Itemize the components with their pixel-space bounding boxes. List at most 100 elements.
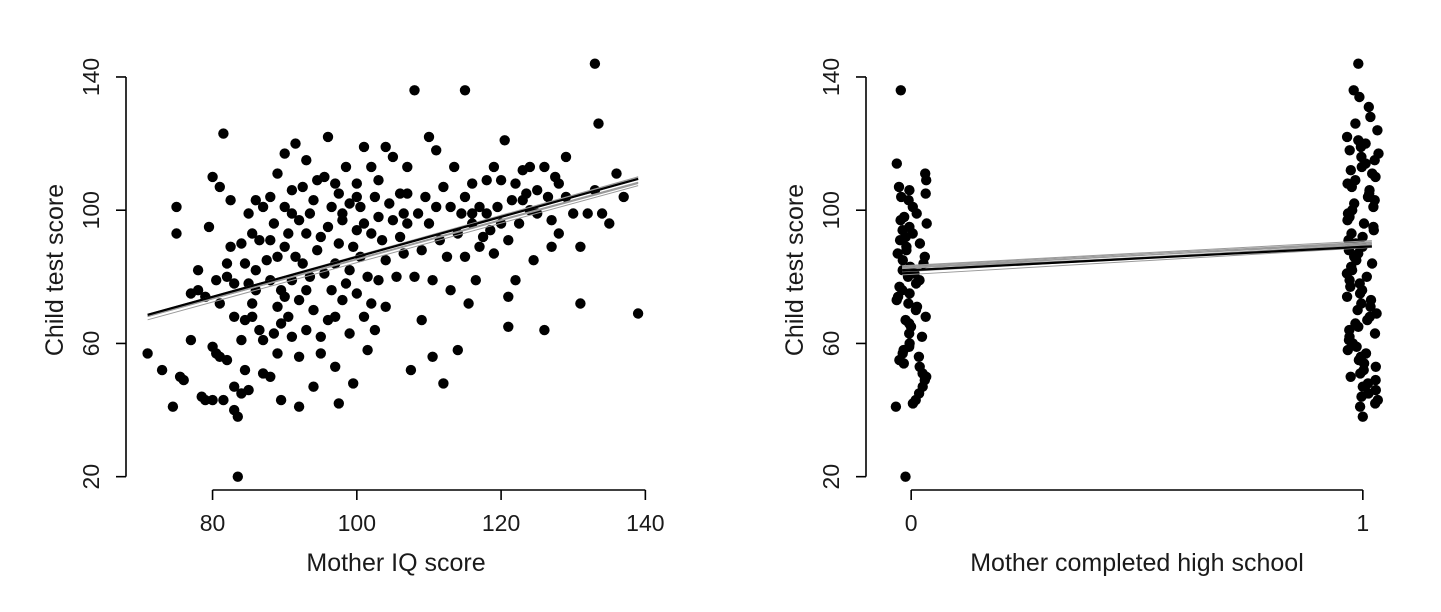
- data-point: [304, 208, 316, 219]
- data-point: [513, 218, 525, 229]
- data-point: [1369, 155, 1380, 166]
- data-point: [423, 218, 435, 229]
- data-point: [1361, 271, 1373, 282]
- y-tick-label: 100: [78, 191, 104, 229]
- data-point: [192, 285, 204, 296]
- data-point: [301, 155, 312, 166]
- data-point: [355, 201, 366, 213]
- data-point: [488, 248, 500, 259]
- data-point: [394, 188, 406, 199]
- data-point: [225, 241, 236, 252]
- data-point: [438, 378, 449, 389]
- data-point: [891, 294, 902, 306]
- data-point: [312, 245, 323, 256]
- data-point: [286, 185, 298, 196]
- uncertainty-line: [902, 246, 1372, 276]
- data-point: [254, 235, 265, 246]
- data-point: [910, 278, 922, 289]
- data-point: [427, 275, 438, 286]
- data-point: [611, 168, 622, 179]
- data-point: [333, 398, 344, 409]
- scatter-points: [890, 58, 1384, 482]
- y-axis: 20 60 100 140: [818, 58, 867, 489]
- data-point: [445, 201, 456, 213]
- data-point: [279, 201, 290, 213]
- data-point: [330, 178, 341, 189]
- data-point: [387, 215, 399, 226]
- data-point: [229, 381, 240, 392]
- data-point: [524, 161, 536, 173]
- data-point: [229, 278, 240, 289]
- data-point: [920, 311, 931, 322]
- data-point: [376, 235, 388, 246]
- data-point: [913, 351, 925, 362]
- data-point: [402, 161, 413, 173]
- data-point: [897, 255, 908, 266]
- data-point: [1351, 341, 1362, 352]
- data-point: [911, 208, 922, 219]
- data-point: [221, 271, 233, 282]
- data-point: [467, 178, 478, 189]
- y-tick-label: 20: [78, 464, 104, 490]
- data-point: [286, 208, 298, 219]
- data-point: [232, 411, 243, 422]
- data-point: [1345, 281, 1356, 292]
- data-point: [1355, 141, 1367, 153]
- data-point: [441, 251, 453, 262]
- data-point: [333, 238, 344, 249]
- data-point: [308, 304, 319, 316]
- data-point: [539, 324, 550, 336]
- data-point: [438, 181, 449, 193]
- data-point: [420, 191, 431, 203]
- data-point: [261, 255, 272, 266]
- data-point: [247, 298, 258, 309]
- data-point: [286, 331, 298, 342]
- x-tick-label: 100: [338, 510, 376, 536]
- data-point: [358, 141, 370, 153]
- best-fit-line: [902, 245, 1372, 272]
- data-point: [901, 245, 912, 256]
- data-point: [459, 251, 471, 262]
- data-point: [1362, 314, 1373, 326]
- x-tick-label: 80: [200, 510, 226, 536]
- data-point: [604, 218, 615, 229]
- data-point: [268, 328, 280, 339]
- data-point: [900, 471, 911, 482]
- data-point: [369, 324, 381, 336]
- data-point: [362, 344, 373, 356]
- data-point: [225, 195, 236, 206]
- y-tick-label: 140: [78, 58, 104, 96]
- data-point: [907, 398, 919, 409]
- data-point: [265, 191, 276, 203]
- data-point: [539, 161, 550, 173]
- data-point: [308, 195, 319, 206]
- data-point: [485, 225, 496, 236]
- data-point: [456, 208, 467, 219]
- data-point: [232, 471, 243, 482]
- data-point: [315, 348, 326, 359]
- data-point: [380, 141, 391, 153]
- data-point: [467, 208, 478, 219]
- data-point: [1344, 145, 1355, 156]
- uncertainty-line: [147, 185, 639, 321]
- data-point: [254, 324, 265, 336]
- data-point: [1370, 398, 1381, 409]
- data-point: [272, 301, 283, 312]
- data-point: [315, 331, 326, 342]
- y-tick-label: 60: [78, 331, 104, 357]
- data-point: [348, 241, 359, 252]
- data-point: [546, 241, 557, 252]
- data-point: [207, 394, 218, 406]
- data-point: [301, 285, 312, 296]
- data-point: [575, 298, 586, 309]
- data-point: [283, 228, 294, 239]
- data-point: [459, 85, 471, 96]
- data-point: [1366, 258, 1378, 269]
- data-point: [344, 328, 355, 339]
- x-axis-label: Mother completed high school: [970, 549, 1304, 577]
- data-point: [156, 364, 168, 376]
- data-point: [1368, 201, 1379, 213]
- data-point: [279, 148, 290, 159]
- data-point: [405, 364, 417, 376]
